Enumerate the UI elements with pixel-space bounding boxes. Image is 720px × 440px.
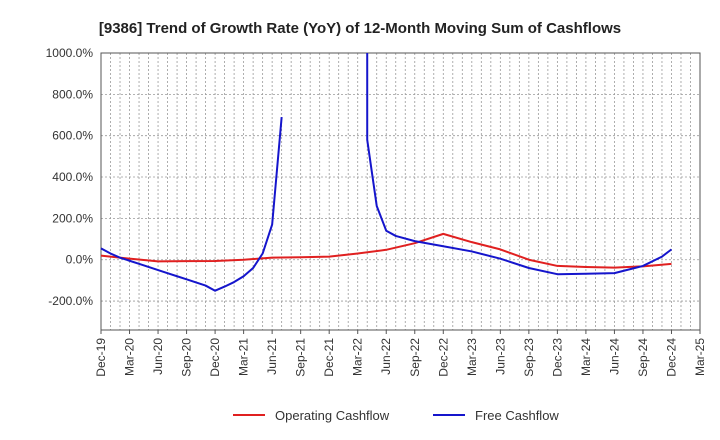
series-line-free-cashflow	[100, 116, 283, 292]
y-tick-label: 1000.0%	[46, 46, 94, 60]
x-tick-label: Jun-23	[493, 338, 507, 375]
x-tick-label: Jun-21	[265, 338, 279, 375]
x-tick-label: Jun-22	[379, 338, 393, 375]
chart-title: [9386] Trend of Growth Rate (YoY) of 12-…	[99, 20, 621, 37]
legend-label-operating-cashflow: Operating Cashflow	[275, 408, 390, 423]
x-tick-label: Mar-25	[693, 338, 707, 376]
x-tick-label: Mar-22	[351, 338, 365, 376]
y-tick-label: 0.0%	[66, 253, 94, 267]
series	[100, 53, 673, 292]
x-tick-label: Mar-23	[465, 338, 479, 376]
legend-label-free-cashflow: Free Cashflow	[475, 408, 559, 423]
x-tick-label: Sep-22	[408, 338, 422, 377]
plot-frame	[100, 52, 701, 331]
x-tick-label: Mar-24	[579, 338, 593, 376]
y-tick-label: -200.0%	[48, 294, 93, 308]
x-tick-label: Dec-23	[550, 338, 564, 377]
x-tick-label: Sep-20	[180, 338, 194, 377]
x-tick-label: Jun-20	[151, 338, 165, 375]
legend: Operating Cashflow Free Cashflow	[233, 408, 559, 423]
y-tick-label: 800.0%	[52, 87, 93, 101]
y-tick-label: 400.0%	[52, 170, 93, 184]
x-tick-label: Sep-24	[636, 338, 650, 377]
x-tick-label: Dec-21	[322, 338, 336, 377]
x-tick-label: Dec-20	[208, 338, 222, 377]
axes: 1000.0% 800.0% 600.0% 400.0% 200.0% 0.0% -200.…	[46, 46, 707, 377]
y-tick-label: 600.0%	[52, 129, 93, 143]
series-line-free-cashflow	[366, 53, 673, 276]
x-tick-label: Mar-21	[237, 338, 251, 376]
series-line-operating-cashflow	[100, 232, 672, 269]
x-tick-label: Mar-20	[123, 338, 137, 376]
x-tick-label: Jun-24	[607, 338, 621, 375]
x-tick-label: Dec-22	[436, 338, 450, 377]
x-tick-label: Dec-24	[664, 338, 678, 377]
x-tick-label: Sep-23	[522, 338, 536, 377]
y-tick-label: 200.0%	[52, 211, 93, 225]
x-tick-label: Sep-21	[294, 338, 308, 377]
x-tick-label: Dec-19	[94, 338, 108, 377]
